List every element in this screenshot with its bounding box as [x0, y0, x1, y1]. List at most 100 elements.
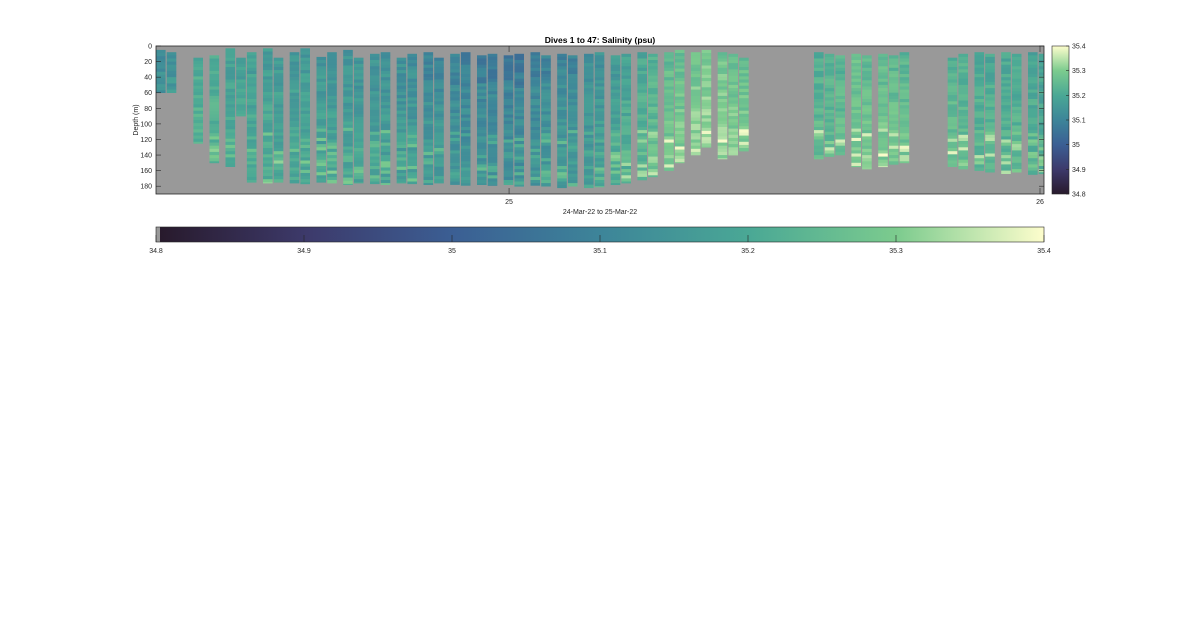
heatmap-cell	[380, 70, 391, 75]
heatmap-cell	[209, 130, 220, 134]
heatmap-cell	[263, 76, 273, 80]
heatmap-cell	[594, 80, 605, 84]
heatmap-cell	[460, 183, 471, 186]
heatmap-cell	[370, 116, 380, 120]
heatmap-cell	[621, 60, 631, 64]
heatmap-cell	[1011, 103, 1022, 107]
heatmap-cell	[246, 176, 257, 181]
heatmap-cell	[701, 62, 712, 66]
heatmap-cell	[300, 116, 310, 121]
heatmap-cell	[947, 132, 958, 136]
heatmap-cell	[289, 92, 300, 97]
heatmap-cell	[584, 116, 594, 120]
heatmap-cell	[958, 156, 968, 160]
heatmap-cell	[450, 109, 460, 114]
heatmap-cell	[370, 113, 380, 117]
heatmap-cell	[263, 160, 273, 164]
heatmap-cell	[396, 169, 407, 174]
heatmap-cell	[717, 158, 728, 160]
heatmap-cell	[225, 60, 236, 65]
heatmap-cell	[327, 86, 337, 90]
heatmap-cell	[594, 167, 605, 171]
heatmap-cell	[610, 99, 621, 103]
heatmap-cell	[225, 104, 236, 108]
heatmap-cell	[690, 83, 701, 87]
heatmap-cell	[958, 69, 968, 73]
heatmap-cell	[289, 170, 300, 174]
heatmap-cell	[947, 160, 958, 164]
heatmap-cell	[717, 92, 728, 97]
heatmap-cell	[327, 136, 337, 140]
heatmap-cell	[814, 158, 824, 160]
heatmap-cell	[621, 166, 631, 170]
heatmap-cell	[246, 99, 257, 103]
heatmap-cell	[246, 180, 257, 183]
heatmap-cell	[407, 97, 417, 101]
heatmap-cell	[728, 81, 738, 86]
heatmap-cell	[621, 81, 631, 86]
heatmap-cell	[567, 170, 578, 174]
heatmap-cell	[728, 131, 738, 136]
heatmap-cell	[1028, 80, 1038, 84]
heatmap-cell	[835, 64, 845, 69]
heatmap-cell	[530, 102, 541, 106]
heatmap-cell	[343, 165, 353, 169]
heatmap-cell	[974, 99, 985, 103]
heatmap-cell	[824, 134, 835, 139]
heatmap-cell	[557, 113, 567, 117]
heatmap-cell	[289, 67, 300, 72]
heatmap-cell	[899, 99, 910, 103]
heatmap-cell	[503, 161, 514, 165]
heatmap-cell	[888, 74, 899, 78]
heatmap-cell	[664, 136, 674, 140]
heatmap-cell	[273, 123, 284, 127]
heatmap-cell	[396, 116, 407, 121]
heatmap-cell	[477, 105, 487, 109]
heatmap-cell	[300, 144, 310, 149]
heatmap-cell	[567, 151, 578, 156]
heatmap-cell	[664, 77, 674, 81]
heatmap-cell	[1028, 92, 1038, 97]
heatmap-cell	[246, 52, 257, 56]
heatmap-cell	[739, 123, 749, 127]
heatmap-cell	[674, 109, 685, 113]
heatmap-cell	[156, 87, 166, 91]
heatmap-cell	[1038, 109, 1044, 114]
heatmap-cell	[327, 151, 337, 156]
heatmap-cell	[460, 95, 471, 100]
heatmap-cell	[1028, 77, 1038, 81]
heatmap-cell	[1011, 97, 1022, 101]
heatmap-cell	[947, 88, 958, 93]
heatmap-cell	[316, 147, 327, 151]
heatmap-cell	[236, 98, 246, 102]
heatmap-cell	[610, 164, 621, 168]
heatmap-cell	[739, 113, 749, 118]
heatmap-cell	[225, 92, 236, 96]
heatmap-cell	[353, 160, 364, 164]
heatmap-cell	[1011, 69, 1022, 73]
heatmap-cell	[407, 56, 417, 61]
heatmap-cell	[851, 144, 861, 148]
heatmap-cell	[824, 147, 835, 151]
heatmap-cell	[824, 75, 835, 79]
heatmap-cell	[327, 123, 337, 128]
heatmap-cell	[701, 65, 712, 69]
heatmap-cell	[530, 139, 541, 143]
heatmap-cell	[487, 175, 498, 179]
heatmap-cell	[814, 92, 824, 97]
heatmap-cell	[396, 182, 407, 184]
heatmap-cell	[739, 135, 749, 139]
heatmap-cell	[557, 103, 567, 107]
heatmap-cell	[664, 83, 674, 87]
heatmap-cell	[246, 173, 257, 178]
heatmap-cell	[209, 80, 220, 84]
colorbar-vertical-tick-label: 35.1	[1072, 118, 1086, 125]
heatmap-cell	[343, 84, 353, 88]
heatmap-cell	[541, 145, 551, 150]
heatmap-cell	[353, 63, 364, 68]
heatmap-cell	[434, 107, 444, 111]
heatmap-cell	[862, 148, 872, 153]
heatmap-cell	[503, 170, 514, 174]
heatmap-cell	[878, 84, 888, 89]
heatmap-cell	[862, 114, 872, 118]
